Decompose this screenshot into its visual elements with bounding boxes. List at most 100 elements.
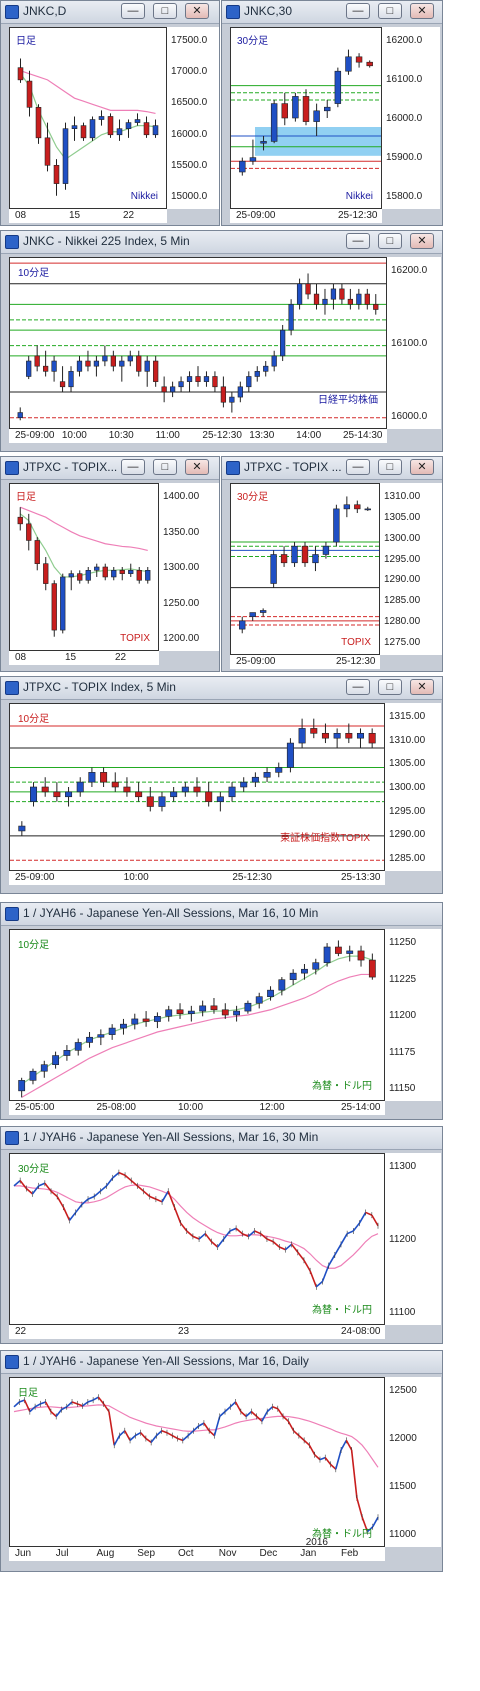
candle-body <box>313 110 320 122</box>
price-segment <box>97 1396 105 1405</box>
plot-area[interactable]: 10分足 為替・ドル円 <box>9 929 385 1101</box>
candle-body <box>333 508 340 543</box>
chart-window-jnkc-5m[interactable]: JNKC - Nikkei 225 Index, 5 Min — □ ✕ 10分足 … <box>0 230 443 452</box>
price-segment <box>118 1430 126 1437</box>
close-button[interactable]: ✕ <box>185 459 209 475</box>
x-tick-label: 10:00 <box>61 430 87 441</box>
title-bar[interactable]: 1 / JYAH6 - Japanese Yen-All Sessions, M… <box>1 1127 442 1150</box>
candle-body <box>187 1010 195 1014</box>
title-bar[interactable]: JNKC,30 — □ ✕ <box>222 1 442 24</box>
title-bar[interactable]: JTPXC - TOPIX... — □ ✕ <box>1 457 219 480</box>
chart-window-jyah6-10[interactable]: 1 / JYAH6 - Japanese Yen-All Sessions, M… <box>0 902 443 1120</box>
chart-window-jtpxc-d[interactable]: JTPXC - TOPIX... — □ ✕ 日足 TOPIX 1400.00 135… <box>0 456 220 672</box>
candle-body <box>128 570 134 574</box>
candle-body <box>26 360 32 377</box>
candle-body <box>120 1023 127 1029</box>
plot-area[interactable]: 日足 為替・ドル円 2016 <box>9 1377 385 1548</box>
minimize-button[interactable]: — <box>346 233 370 249</box>
price-segment <box>241 1232 249 1238</box>
close-button[interactable]: ✕ <box>410 3 434 19</box>
x-axis: Jun Jul Aug Sep Oct Nov Dec Jan Feb <box>9 1547 385 1561</box>
candlestick-chart <box>17 506 151 637</box>
maximize-button[interactable]: □ <box>378 459 402 475</box>
plot-area[interactable]: 日足 TOPIX <box>9 483 159 651</box>
maximize-button[interactable]: □ <box>378 233 402 249</box>
y-tick-label: 15000.0 <box>171 191 208 202</box>
price-segment <box>298 1435 305 1441</box>
price-segment <box>173 1206 182 1224</box>
candle-body <box>52 1055 60 1065</box>
chart-window-jnkc-d[interactable]: JNKC,D — □ ✕ 日足 Nikkei 17500.0 17000.0 16500… <box>0 0 220 226</box>
price-segment <box>50 1190 58 1198</box>
plot-area[interactable]: 30分足 為替・ドル円 <box>9 1153 385 1325</box>
minimize-button[interactable]: — <box>121 3 145 19</box>
y-tick-label: 1300.00 <box>163 562 200 573</box>
x-tick-label: 25-09:00 <box>236 656 276 667</box>
y-tick-label: 1400.00 <box>163 491 200 502</box>
instrument-label: TOPIX <box>120 633 150 644</box>
price-segment <box>75 1203 83 1213</box>
price-segment <box>290 1243 299 1253</box>
maximize-button[interactable]: □ <box>378 679 402 695</box>
chart-window-jyah6-d[interactable]: 1 / JYAH6 - Japanese Yen-All Sessions, M… <box>0 1350 443 1572</box>
minimize-button[interactable]: — <box>346 459 370 475</box>
candle-body <box>251 776 259 783</box>
x-tick-label: 10:00 <box>123 872 149 883</box>
chart-window-jtpxc-5m[interactable]: JTPXC - TOPIX Index, 5 Min — □ ✕ 10分足 東証株価… <box>0 676 443 894</box>
x-axis: 25-09:00 10:00 25-12:30 25-13:30 <box>9 871 385 885</box>
price-segment <box>99 1185 108 1192</box>
close-button[interactable]: ✕ <box>185 3 209 19</box>
price-segment <box>309 1270 318 1288</box>
minimize-button[interactable]: — <box>346 679 370 695</box>
title-bar[interactable]: 1 / JYAH6 - Japanese Yen-All Sessions, M… <box>1 903 442 926</box>
candle-body <box>270 554 277 584</box>
candle-body <box>68 573 74 578</box>
ma-slow-line <box>14 1184 379 1269</box>
candle-body <box>237 386 243 398</box>
close-button[interactable]: ✕ <box>410 459 434 475</box>
maximize-button[interactable]: □ <box>153 3 177 19</box>
price-segment <box>284 1243 293 1251</box>
period-label: 30分足 <box>18 1164 50 1175</box>
minimize-button[interactable]: — <box>346 3 370 19</box>
title-bar[interactable]: JNKC - Nikkei 225 Index, 5 Min — □ ✕ <box>1 231 442 254</box>
plot-area[interactable]: 10分足 日経平均株価 <box>9 257 387 429</box>
title-bar[interactable]: JTPXC - TOPIX ... — □ ✕ <box>222 457 442 480</box>
title-bar[interactable]: 1 / JYAH6 - Japanese Yen-All Sessions, M… <box>1 1351 442 1374</box>
candle-body <box>368 732 376 744</box>
price-segment <box>240 1411 247 1417</box>
candle-body <box>136 570 142 581</box>
candle-body <box>254 371 260 377</box>
title-bar[interactable]: JNKC,D — □ ✕ <box>1 1 219 24</box>
x-axis: 25-09:00 25-12:30 <box>230 209 382 223</box>
price-segment <box>167 1190 176 1208</box>
plot-area[interactable]: 10分足 東証株価指数TOPIX <box>9 703 385 871</box>
chart-window-jnkc-30[interactable]: JNKC,30 — □ ✕ 30分足 Nikkei 16200.0 16100.0 16… <box>221 0 443 226</box>
chart-window-jtpxc-30[interactable]: JTPXC - TOPIX ... — □ ✕ 30分足 TOPIX 1310.00… <box>221 456 443 672</box>
x-tick-label: 25-13:30 <box>341 872 381 883</box>
x-tick-label: Jan <box>300 1548 317 1559</box>
plot-area[interactable]: 日足 Nikkei <box>9 27 167 209</box>
price-segment <box>155 1430 163 1437</box>
window-title: JTPXC - TOPIX Index, 5 Min <box>23 680 176 694</box>
maximize-button[interactable]: □ <box>153 459 177 475</box>
candle-body <box>298 728 306 744</box>
x-tick-label: 25-12:30 <box>202 430 242 441</box>
close-button[interactable]: ✕ <box>410 233 434 249</box>
plot-area[interactable]: 30分足 Nikkei <box>230 27 382 209</box>
title-bar[interactable]: JTPXC - TOPIX Index, 5 Min — □ ✕ <box>1 677 442 700</box>
x-tick-label: 10:00 <box>178 1102 204 1113</box>
minimize-button[interactable]: — <box>121 459 145 475</box>
chart-window-jyah6-30[interactable]: 1 / JYAH6 - Japanese Yen-All Sessions, M… <box>0 1126 443 1344</box>
candle-body <box>63 1050 71 1056</box>
close-button[interactable]: ✕ <box>410 679 434 695</box>
x-tick-label: 10:30 <box>108 430 134 441</box>
price-segment <box>308 1444 316 1456</box>
price-segment <box>13 1179 21 1187</box>
candle-body <box>221 1009 229 1016</box>
y-tick-label: 1285.00 <box>389 853 426 864</box>
maximize-button[interactable]: □ <box>378 3 402 19</box>
plot-area[interactable]: 30分足 TOPIX <box>230 483 380 655</box>
price-segment <box>124 1174 132 1182</box>
period-label: 10分足 <box>18 714 50 725</box>
